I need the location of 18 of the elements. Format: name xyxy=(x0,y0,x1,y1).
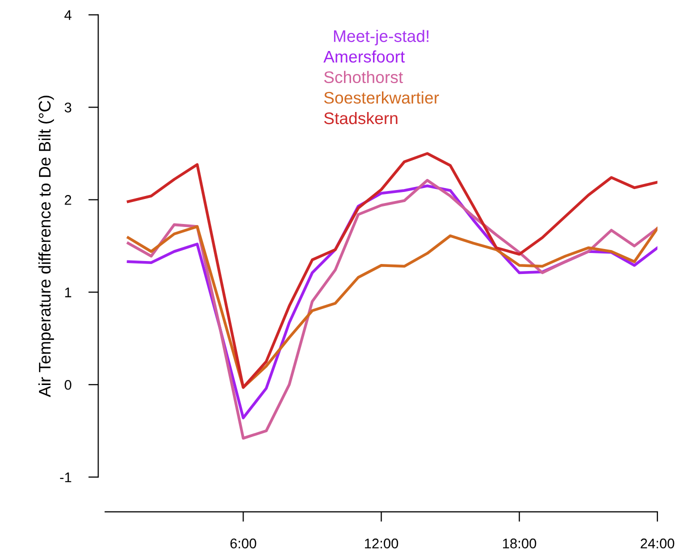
line-series xyxy=(126,152,658,389)
line-series xyxy=(126,225,658,389)
y-tick-label: 1 xyxy=(65,288,72,298)
x-tick-label: 12:00 xyxy=(364,538,398,548)
y-tick-label: 2 xyxy=(64,195,72,205)
legend-title: Meet-je-stad! xyxy=(334,30,428,46)
text: Amersfoort xyxy=(323,50,405,63)
y-tick-label: 4 xyxy=(64,10,72,20)
y-tick-label: 3 xyxy=(64,102,72,112)
text: Soesterkwartier xyxy=(324,91,439,104)
x-tick-label: 18:00 xyxy=(503,538,536,548)
y-axis-title: Air Temperature difference to De Bilt (°C) xyxy=(38,96,54,398)
y-tick-label: -1 xyxy=(60,472,72,482)
x-tick-label: 6:00 xyxy=(230,538,256,548)
x-tick-label: 24:00 xyxy=(640,538,674,548)
text: Schothorst xyxy=(324,70,403,84)
text: Stadskern xyxy=(324,112,398,124)
y-tick-label: 0 xyxy=(64,380,72,390)
